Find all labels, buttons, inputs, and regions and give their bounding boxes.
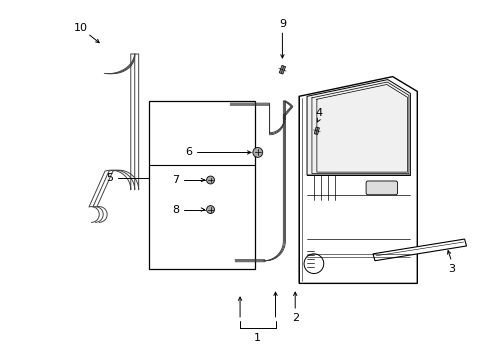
Text: 9: 9 [278,19,285,30]
Circle shape [304,254,323,274]
Text: 8: 8 [172,204,179,215]
FancyBboxPatch shape [366,181,397,195]
Text: 1: 1 [254,333,261,342]
Polygon shape [306,80,409,175]
Text: 5: 5 [106,173,113,183]
Polygon shape [299,77,416,283]
Polygon shape [279,66,285,74]
Text: 6: 6 [185,148,192,157]
Polygon shape [372,239,466,261]
Text: 7: 7 [172,175,179,185]
Text: 10: 10 [73,23,87,33]
Text: 4: 4 [315,108,322,118]
Circle shape [206,206,214,213]
Circle shape [206,176,214,184]
Bar [149,101,254,269]
Text: 2: 2 [291,313,298,323]
Polygon shape [314,127,319,135]
Circle shape [252,148,262,157]
Text: 3: 3 [447,264,454,274]
